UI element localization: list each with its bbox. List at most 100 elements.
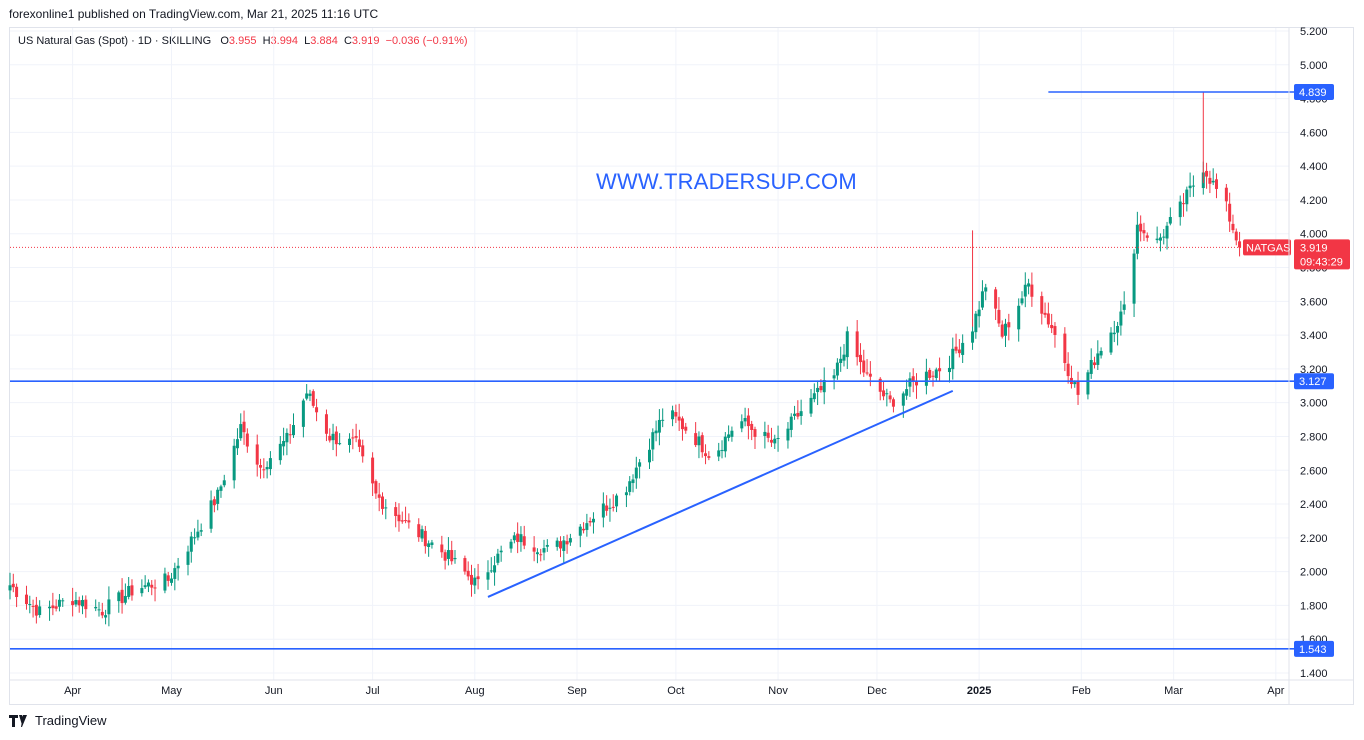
y-tick-label: 2.200 [1300,533,1328,545]
candle-2024-04-09 [97,609,101,611]
y-tick-label: 4.600 [1300,127,1328,139]
candle-2025-01-21 [1043,312,1047,315]
candle-2024-12-02 [878,378,882,392]
candle-2024-12-04 [885,393,889,395]
candle-2025-03-05 [1185,189,1189,205]
candles [8,91,1242,627]
candle-2024-05-06 [186,551,190,565]
candle-2024-03-20 [31,605,35,607]
candle-2025-02-17 [1132,253,1136,304]
candle-2025-03-14 [1214,179,1218,189]
candle-2025-01-15 [1023,284,1027,297]
candle-2024-09-09 [601,503,605,518]
candle-2024-04-15 [117,592,121,602]
candle-2024-09-27 [661,419,665,421]
candle-2024-10-25 [753,429,757,437]
candle-2024-08-19 [532,547,536,552]
candle-2024-03-29 [61,600,65,602]
candle-2024-06-06 [288,434,292,436]
y-tick-label: 5.200 [1300,26,1328,38]
candle-2024-11-04 [786,428,790,441]
candle-2024-03-22 [38,606,42,616]
open-value: 3.955 [228,35,257,47]
low-label: L [304,35,311,47]
candle-2024-11-20 [839,358,843,363]
candle-2024-08-08 [496,553,500,563]
candle-2024-03-21 [34,604,38,616]
x-tick-label: Jun [265,685,283,697]
candle-2024-09-18 [631,479,635,484]
candle-2025-01-13 [1017,305,1021,330]
candle-2024-03-19 [28,604,32,606]
candle-2024-07-04 [380,496,384,509]
candle-2024-11-29 [868,373,872,377]
candle-2024-05-07 [189,536,193,552]
candle-2024-07-03 [377,494,381,498]
candle-2024-06-21 [338,443,342,445]
candle-2025-02-25 [1158,237,1162,241]
candle-2025-02-24 [1155,238,1159,241]
candle-2024-05-14 [212,499,216,506]
candle-2024-06-14 [315,407,319,413]
price-tag-label: 3.127 [1299,376,1327,388]
candle-2024-05-31 [268,458,272,470]
candle-2025-02-27 [1165,225,1169,239]
candle-2024-11-25 [855,331,859,358]
candle-2025-01-30 [1073,382,1077,385]
x-tick-label: Sep [567,685,587,697]
candle-2024-10-24 [750,423,754,430]
candle-2024-06-13 [311,391,315,406]
candle-2024-05-16 [219,486,223,491]
footer-brand: TradingView [9,713,107,728]
last-price-tag [1294,239,1350,270]
x-tick-label: Feb [1072,685,1091,697]
candle-2024-11-26 [858,354,862,363]
candle-2024-07-19 [430,542,434,545]
candle-2024-05-22 [239,424,243,439]
candle-2025-02-20 [1142,230,1146,234]
candle-2024-11-07 [796,412,800,417]
candle-2024-11-27 [862,360,866,373]
candle-2024-05-29 [262,469,266,471]
candle-2024-07-30 [466,570,470,577]
y-tick-label: 2.400 [1300,499,1328,511]
candle-2024-04-04 [81,599,85,607]
candle-2024-08-20 [535,552,539,555]
candle-2025-02-28 [1168,216,1172,224]
candle-2024-11-06 [793,413,797,416]
candle-2025-01-02 [980,291,984,308]
candle-2024-06-11 [305,393,309,399]
candle-2024-07-23 [443,552,447,561]
candle-2024-08-06 [489,570,493,572]
candle-2024-10-11 [707,456,711,458]
candle-2024-09-04 [585,523,589,530]
candle-2024-05-20 [232,445,236,481]
candle-2025-01-09 [1004,323,1008,336]
symbol-title[interactable]: US Natural Gas (Spot) · 1D · SKILLING [18,35,212,47]
candle-2024-09-17 [628,481,632,492]
bar-countdown: 09:43:29 [1300,256,1343,268]
candle-2024-04-26 [153,587,157,589]
last-price-value: 3.919 [1300,242,1328,254]
candle-2024-10-15 [720,449,724,451]
candle-2025-02-12 [1116,325,1120,333]
candle-2024-09-13 [615,495,619,507]
candle-2024-04-19 [130,585,134,596]
candle-2024-05-13 [209,500,213,529]
candle-2024-04-23 [143,585,147,588]
candle-2024-11-19 [835,362,839,376]
x-tick-label: Mar [1164,685,1183,697]
candle-2025-02-06 [1096,353,1100,365]
candle-2024-05-21 [235,439,239,449]
candle-2024-12-05 [888,395,892,400]
y-tick-label: 3.400 [1300,330,1328,342]
candle-2024-07-15 [417,524,421,538]
candle-2024-10-08 [697,436,701,446]
candle-2025-01-17 [1030,284,1034,297]
candle-2025-03-19 [1231,223,1235,231]
candle-2024-09-23 [648,449,651,463]
x-tick-label: Oct [667,685,684,697]
candle-2024-12-17 [928,369,932,378]
candle-2024-10-29 [766,432,770,438]
